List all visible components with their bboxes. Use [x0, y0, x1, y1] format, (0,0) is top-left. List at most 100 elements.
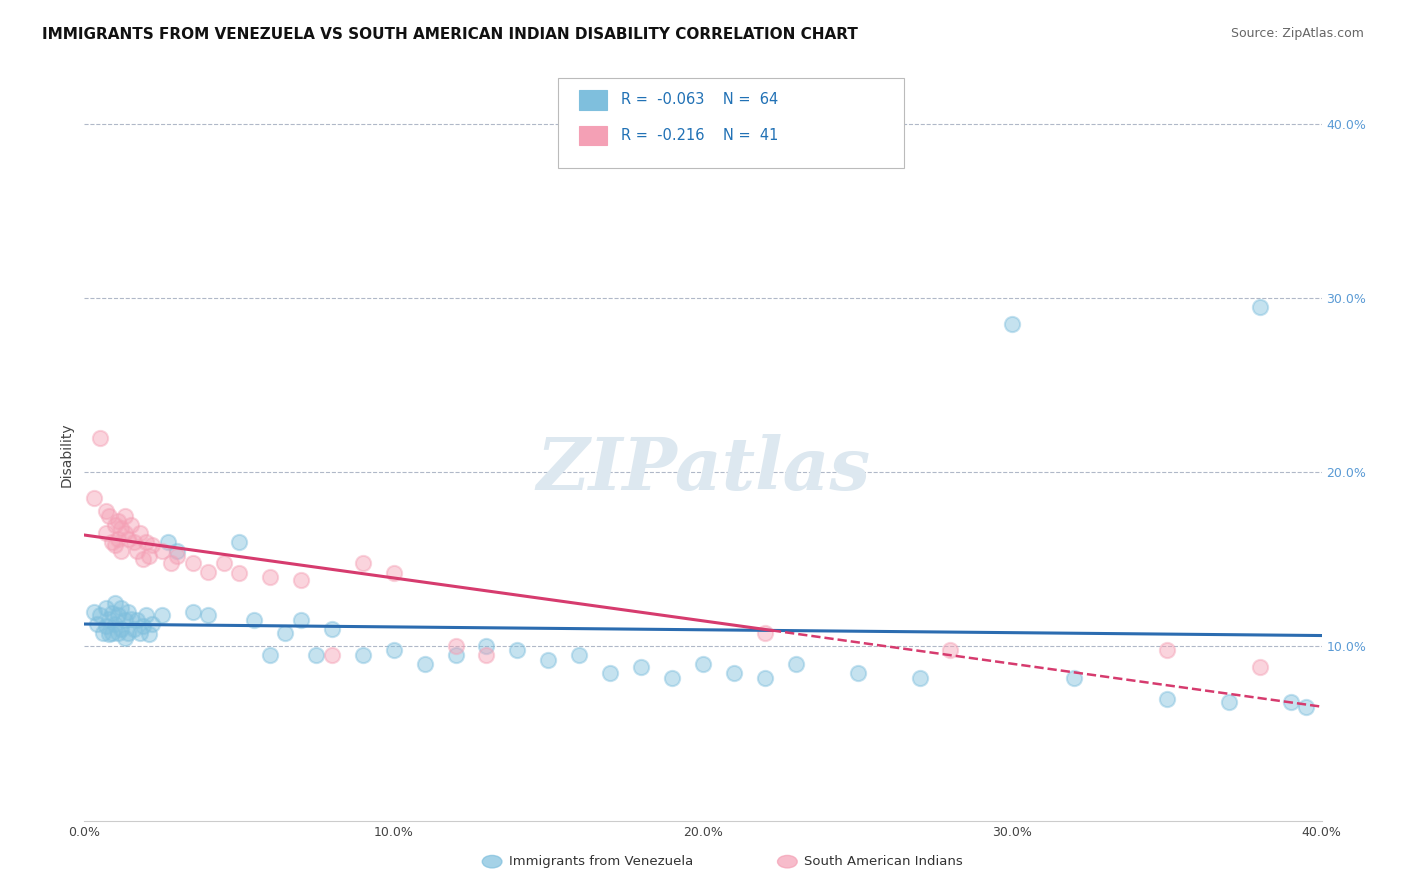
Point: [89, 430, 111, 444]
Point: [114, 508, 136, 523]
Point: [568, 648, 591, 663]
Point: [321, 622, 343, 636]
Point: [107, 514, 129, 528]
Point: [107, 532, 129, 546]
Point: [94, 601, 117, 615]
Point: [1279, 695, 1302, 709]
Text: IMMIGRANTS FROM VENEZUELA VS SOUTH AMERICAN INDIAN DISABILITY CORRELATION CHART: IMMIGRANTS FROM VENEZUELA VS SOUTH AMERI…: [42, 27, 858, 42]
Point: [120, 612, 142, 626]
Point: [141, 539, 163, 553]
Point: [413, 657, 436, 671]
Point: [181, 556, 204, 570]
Point: [1001, 318, 1024, 332]
Point: [132, 618, 155, 632]
Point: [89, 608, 111, 623]
Point: [150, 608, 173, 623]
Text: ZIPatlas: ZIPatlas: [536, 434, 870, 505]
Point: [444, 640, 467, 654]
Point: [104, 616, 127, 631]
Point: [692, 657, 714, 671]
Point: [1063, 671, 1085, 685]
Point: [754, 671, 776, 685]
Point: [125, 613, 148, 627]
Point: [352, 556, 374, 570]
Point: [94, 526, 117, 541]
Point: [98, 508, 121, 523]
Point: [94, 618, 117, 632]
Point: [160, 556, 183, 570]
Point: [475, 648, 498, 663]
Point: [846, 665, 869, 680]
Point: [382, 643, 405, 657]
Point: [630, 660, 652, 674]
Point: [138, 627, 160, 641]
Point: [101, 625, 124, 640]
Point: [125, 543, 148, 558]
Point: [382, 566, 405, 581]
Point: [228, 535, 250, 549]
Point: [1249, 300, 1271, 314]
Point: [120, 517, 142, 532]
Point: [1218, 695, 1240, 709]
Point: [98, 612, 121, 626]
Y-axis label: Disability: Disability: [60, 423, 75, 487]
Point: [305, 648, 328, 663]
Point: [321, 648, 343, 663]
Point: [661, 671, 683, 685]
Point: [129, 625, 152, 640]
Point: [94, 503, 117, 517]
Text: R =  -0.063    N =  64: R = -0.063 N = 64: [621, 93, 779, 107]
Point: [114, 631, 136, 645]
Point: [197, 608, 219, 623]
Point: [1249, 660, 1271, 674]
Point: [91, 625, 114, 640]
Point: [110, 543, 132, 558]
Point: [352, 648, 374, 663]
Point: [290, 613, 312, 627]
Point: [754, 625, 776, 640]
Point: [117, 605, 139, 619]
Point: [181, 605, 204, 619]
Point: [723, 665, 745, 680]
Point: [243, 613, 266, 627]
Point: [117, 625, 139, 640]
Point: [785, 657, 807, 671]
Point: [212, 556, 235, 570]
Text: R =  -0.216    N =  41: R = -0.216 N = 41: [621, 128, 779, 143]
Point: [110, 521, 132, 535]
Point: [259, 648, 281, 663]
Point: [156, 535, 179, 549]
Point: [197, 565, 219, 579]
Point: [274, 625, 297, 640]
Point: [114, 613, 136, 627]
Point: [150, 543, 173, 558]
Point: [122, 622, 145, 636]
Point: [104, 517, 127, 532]
Point: [166, 543, 188, 558]
Point: [939, 643, 962, 657]
Point: [290, 574, 312, 588]
Point: [259, 570, 281, 584]
Point: [135, 608, 157, 623]
Point: [1156, 643, 1178, 657]
Point: [228, 566, 250, 581]
Point: [166, 549, 188, 563]
Point: [129, 526, 152, 541]
Point: [122, 535, 145, 549]
Point: [138, 549, 160, 563]
Text: Immigrants from Venezuela: Immigrants from Venezuela: [509, 855, 693, 868]
Point: [475, 640, 498, 654]
Text: South American Indians: South American Indians: [804, 855, 963, 868]
Point: [86, 616, 108, 631]
Point: [107, 608, 129, 623]
Point: [1295, 700, 1317, 714]
Point: [83, 605, 105, 619]
Point: [537, 653, 560, 667]
Point: [114, 526, 136, 541]
Point: [599, 665, 621, 680]
Point: [104, 596, 127, 610]
Point: [110, 622, 132, 636]
Point: [104, 539, 127, 553]
Point: [107, 625, 129, 640]
Point: [101, 535, 124, 549]
